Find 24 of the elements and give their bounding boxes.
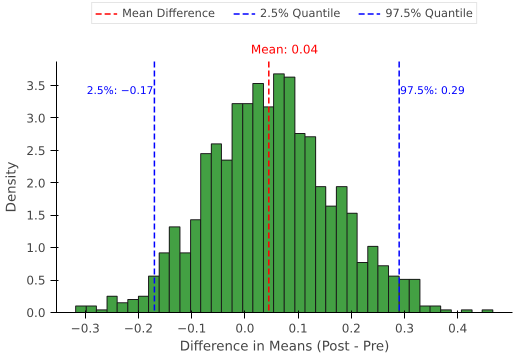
x-tick-label: −0.3 bbox=[70, 322, 100, 336]
y-axis-title: Density bbox=[4, 162, 20, 212]
legend-label: 97.5% Quantile bbox=[385, 6, 473, 20]
legend-label: Mean Difference bbox=[122, 6, 216, 20]
y-tick-label: 1.5 bbox=[26, 208, 46, 223]
legend-label: 2.5% Quantile bbox=[260, 6, 340, 20]
y-tick-label: 3.5 bbox=[26, 78, 46, 93]
x-tick-label: 0.0 bbox=[235, 322, 254, 336]
x-tick-label: 0.1 bbox=[288, 322, 308, 336]
y-tick-label: 3.0 bbox=[26, 111, 46, 126]
y-tick-label: 2.0 bbox=[26, 176, 46, 190]
x-tick-label: 0.3 bbox=[394, 322, 414, 336]
x-axis-title: Difference in Means (Post - Pre) bbox=[180, 340, 390, 354]
y-tick-label: 0.0 bbox=[26, 306, 46, 320]
y-tick-label: 0.5 bbox=[26, 274, 46, 288]
y-tick-label: 1.0 bbox=[26, 241, 46, 256]
annotation: 97.5%: 0.29 bbox=[400, 84, 465, 98]
text: Mean: 0.04 bbox=[250, 42, 318, 56]
y-tick-label: 2.5 bbox=[26, 144, 46, 158]
x-tick-label: 0.4 bbox=[448, 322, 468, 336]
x-tick-label: −0.2 bbox=[124, 322, 154, 336]
annotation: 2.5%: −0.17 bbox=[86, 84, 154, 98]
x-tick-label: 0.2 bbox=[342, 322, 361, 336]
x-tick-label: −0.1 bbox=[177, 322, 206, 336]
